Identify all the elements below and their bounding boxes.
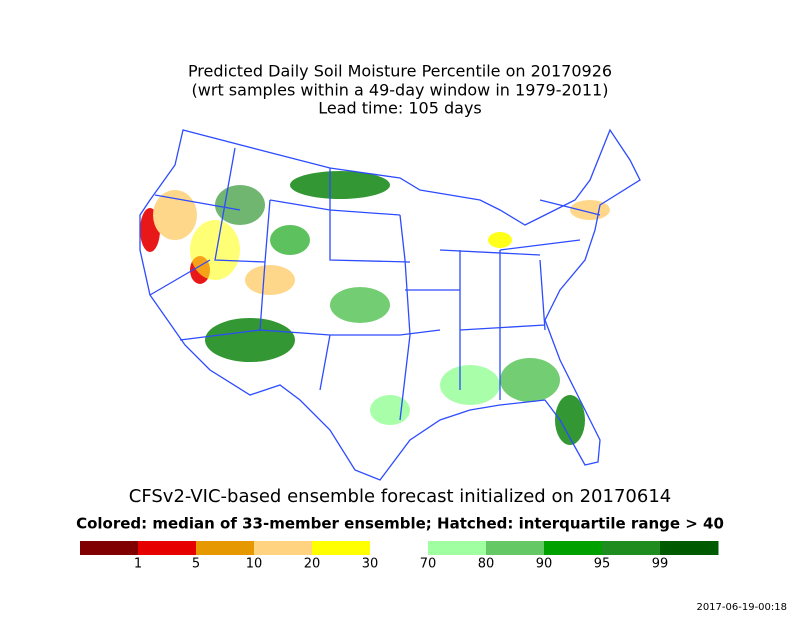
timestamp: 2017-06-19-00:18: [696, 602, 787, 613]
map: [139, 128, 641, 481]
colorbar-segment: [254, 541, 313, 555]
colorbar-label: 5: [192, 557, 200, 572]
colorbar-segment: [312, 541, 371, 555]
state-borders: [149, 147, 601, 421]
colorbar-segment: [196, 541, 255, 555]
colorbar-label: 99: [652, 557, 669, 572]
forecast-caption: CFSv2-VIC-based ensemble forecast initia…: [129, 486, 671, 507]
colorbar-label: 1: [134, 557, 142, 572]
soil-moisture-shading: [140, 171, 610, 445]
colorbar-segment: [138, 541, 197, 555]
colorbar-label: 80: [478, 557, 495, 572]
colorbar-segment: [486, 541, 545, 555]
colorbar: 1 5 10 20 30 70 80 90 95 99: [80, 541, 719, 572]
colorbar-segment: [602, 541, 661, 555]
title-line: Predicted Daily Soil Moisture Percentile…: [188, 62, 612, 81]
colorbar-segment: [80, 541, 139, 555]
legend-caption: Colored: median of 33-member ensemble; H…: [76, 515, 724, 533]
colorbar-label: 10: [246, 557, 263, 572]
colorbar-segment: [428, 541, 487, 555]
colorbar-segment: [660, 541, 719, 555]
colorbar-label: 70: [420, 557, 437, 572]
us-outline: [139, 128, 641, 481]
colorbar-label: 95: [594, 557, 611, 572]
colorbar-label: 30: [362, 557, 379, 572]
colorbar-label: 20: [304, 557, 321, 572]
title-line: Lead time: 105 days: [318, 99, 482, 118]
colorbar-segment: [544, 541, 603, 555]
colorbar-segment: [370, 541, 429, 555]
colorbar-label: 90: [536, 557, 553, 572]
title-line: (wrt samples within a 49-day window in 1…: [192, 81, 609, 100]
